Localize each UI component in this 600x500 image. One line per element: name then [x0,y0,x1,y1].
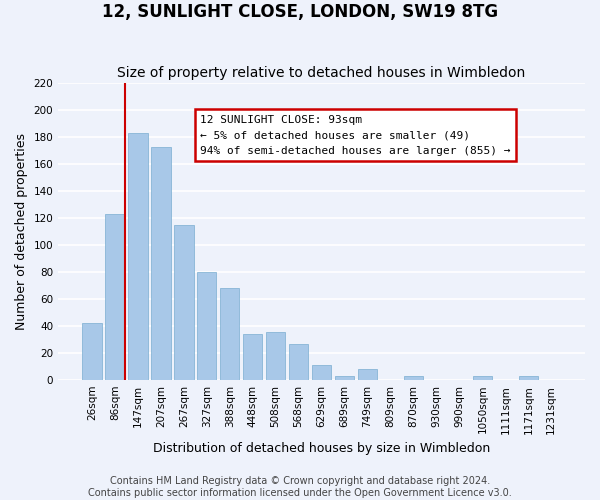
X-axis label: Distribution of detached houses by size in Wimbledon: Distribution of detached houses by size … [153,442,490,455]
Text: Contains HM Land Registry data © Crown copyright and database right 2024.
Contai: Contains HM Land Registry data © Crown c… [88,476,512,498]
Bar [266,332,286,380]
Bar [404,376,423,380]
Y-axis label: Number of detached properties: Number of detached properties [15,133,28,330]
Title: Size of property relative to detached houses in Wimbledon: Size of property relative to detached ho… [118,66,526,80]
Bar [518,376,538,380]
Bar [289,344,308,380]
Bar [174,225,194,380]
Bar [358,370,377,380]
Text: 12 SUNLIGHT CLOSE: 93sqm
← 5% of detached houses are smaller (49)
94% of semi-de: 12 SUNLIGHT CLOSE: 93sqm ← 5% of detache… [200,114,511,156]
Bar [335,376,355,380]
Bar [312,365,331,380]
Bar [220,288,239,380]
Bar [82,324,101,380]
Bar [151,147,170,380]
Bar [473,376,492,380]
Bar [128,134,148,380]
Bar [197,272,217,380]
Bar [105,214,125,380]
Text: 12, SUNLIGHT CLOSE, LONDON, SW19 8TG: 12, SUNLIGHT CLOSE, LONDON, SW19 8TG [102,2,498,21]
Bar [243,334,262,380]
